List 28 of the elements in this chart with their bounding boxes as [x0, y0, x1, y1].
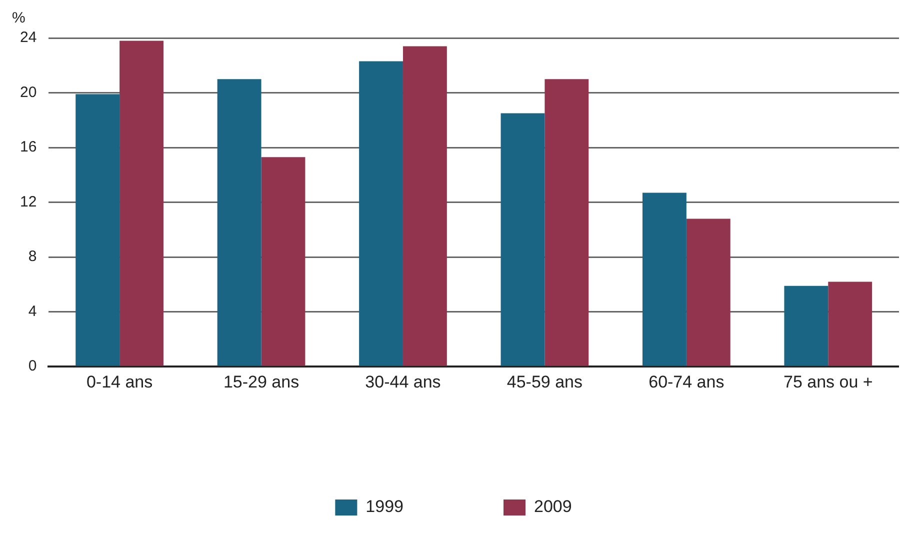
bar: [500, 113, 545, 366]
bar: [76, 94, 120, 366]
x-tick-label: 75 ans ou +: [783, 372, 873, 392]
y-tick-label: 8: [28, 248, 37, 266]
y-tick-label: 0: [28, 358, 37, 375]
bar: [784, 286, 828, 366]
bar: [402, 46, 447, 366]
y-tick-label: 16: [20, 138, 37, 156]
y-tick-label: 12: [20, 193, 37, 210]
bar: [261, 157, 306, 366]
x-tick-label: 0-14 ans: [86, 372, 153, 392]
x-tick-label: 45-59 ans: [506, 372, 583, 392]
bar: [120, 40, 164, 366]
x-tick-label: 30-44 ans: [365, 372, 441, 392]
bar: [642, 192, 686, 366]
y-tick-label: 20: [20, 84, 37, 101]
x-tick-label: 60-74 ans: [648, 372, 724, 392]
legend-label: 1999: [366, 497, 404, 516]
bar: [686, 218, 730, 366]
y-axis-title: %: [12, 10, 26, 27]
bar: [544, 79, 589, 366]
legend-label: 2009: [534, 497, 572, 516]
y-tick-label: 4: [28, 302, 37, 320]
bar: [359, 61, 403, 366]
bar: [828, 282, 872, 366]
bar: [217, 79, 262, 366]
y-tick-label: 24: [20, 29, 37, 46]
x-tick-label: 15-29 ans: [223, 372, 300, 392]
